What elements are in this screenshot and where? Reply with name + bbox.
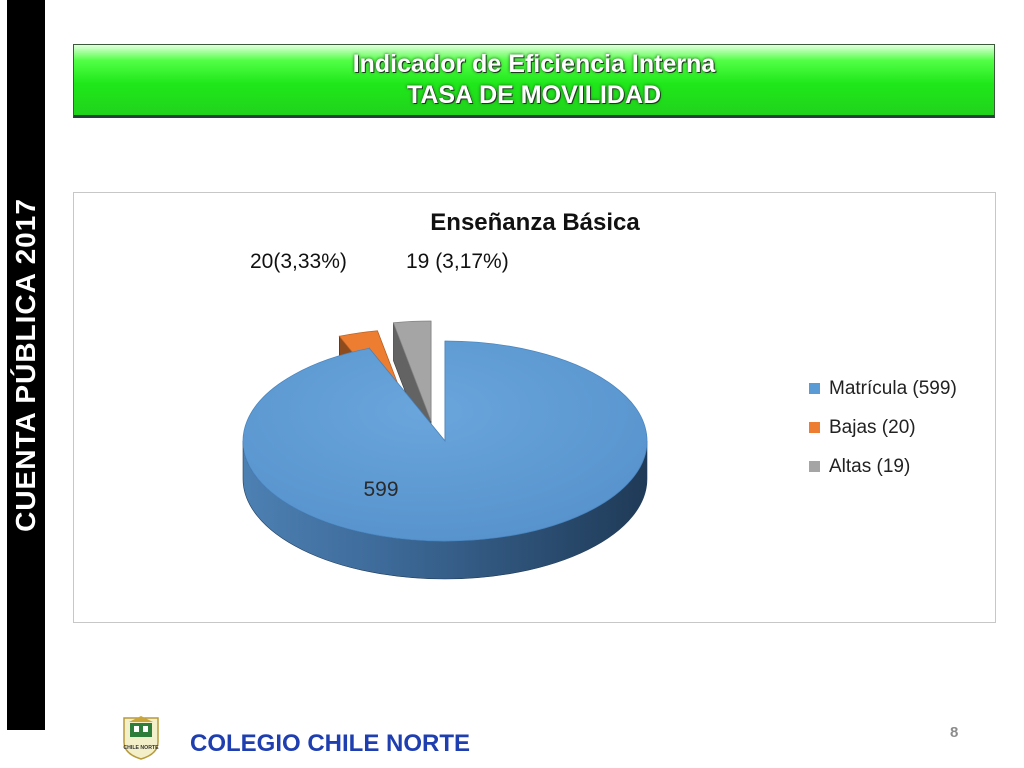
header-subtitle: TASA DE MOVILIDAD [406,81,662,109]
legend-swatch-2 [809,461,820,472]
chart-container: Enseñanza Básica 599 20(3,33%) 19 (3,17%) … [73,192,996,623]
legend-label-0: Matrícula (599) [829,378,957,399]
legend-label-1: Bajas (20) [829,417,916,438]
chart-title: Enseñanza Básica [430,209,640,236]
data-label-1: 20(3,33%) [250,250,347,273]
page-number: 8 [950,724,959,741]
pie-slices [242,320,648,580]
data-labels: 599 20(3,33%) 19 (3,17%) [250,250,509,501]
slice-2-top [392,320,432,422]
school-logo: CHILE NORTE [123,716,159,760]
chart-legend: Matrícula (599) Bajas (20) Altas (19) [809,378,957,477]
logo-text: CHILE NORTE [123,745,159,751]
school-name: COLEGIO CHILE NORTE [190,730,471,757]
side-banner-text: CUENTA PÚBLICA 2017 [10,198,41,532]
slice-0-top [242,340,648,542]
data-label-2: 19 (3,17%) [406,250,509,273]
side-banner [7,0,45,730]
data-label-0: 599 [363,478,398,501]
legend-swatch-1 [809,422,820,433]
header-banner: Indicador de Eficiencia Interna TASA DE … [73,44,995,118]
header-title: Indicador de Eficiencia Interna [352,50,716,78]
legend-label-2: Altas (19) [829,456,910,477]
legend-swatch-0 [809,383,820,394]
